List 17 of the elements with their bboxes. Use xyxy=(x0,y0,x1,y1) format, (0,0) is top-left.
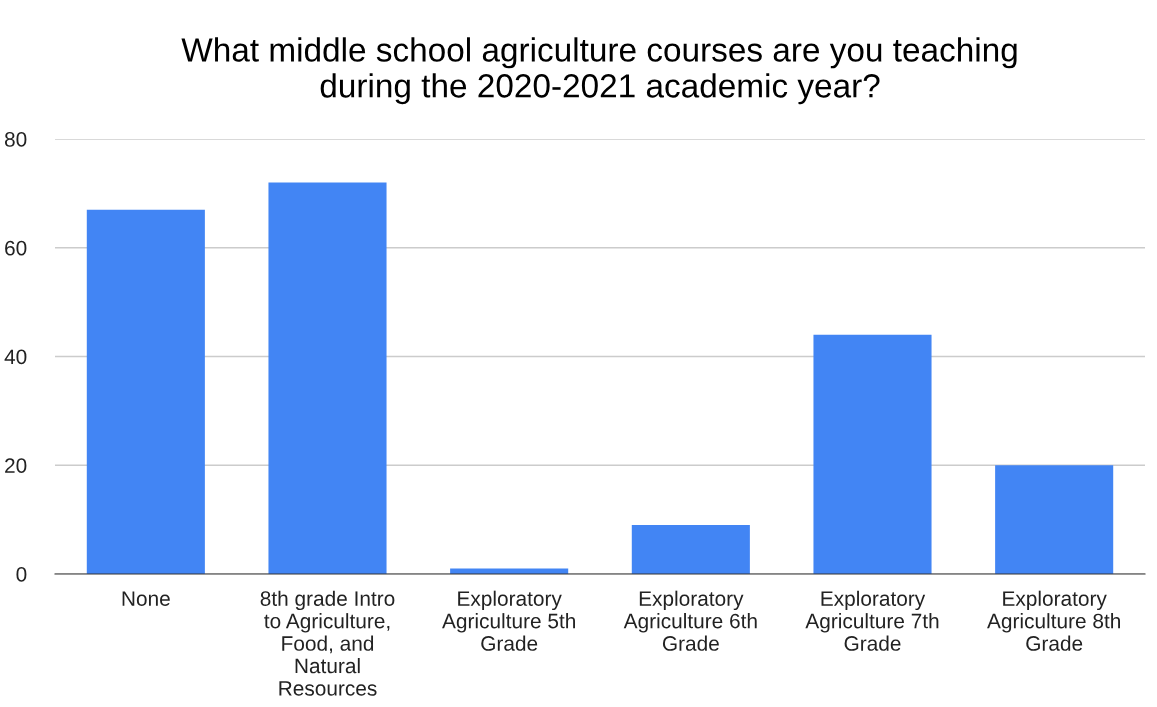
x-tick-label: 8th grade Intro to Agriculture, Food, and Natural Resources xyxy=(260,590,395,696)
x-tick-label: Exploratory Agriculture 8th Grade xyxy=(987,590,1120,651)
y-tick-label: 20 xyxy=(5,458,27,473)
y-tick-label: 0 xyxy=(16,567,27,582)
chart-title: What middle school agriculture courses are you teaching during the 2020-2021 academic year? xyxy=(181,37,1017,105)
bar xyxy=(995,465,1114,574)
y-tick-label: 80 xyxy=(4,132,27,147)
y-tick-label: 40 xyxy=(4,349,27,365)
bar xyxy=(813,334,932,574)
x-tick-label: Exploratory Agriculture 6th Grade xyxy=(623,590,757,651)
x-tick-label: None xyxy=(122,591,170,606)
y-tick-label: 60 xyxy=(5,240,27,256)
x-tick-label: Exploratory Agriculture 7th Grade xyxy=(805,590,939,651)
bar xyxy=(86,209,205,574)
bar xyxy=(631,525,750,574)
x-tick-label: Exploratory Agriculture 5th Grade xyxy=(442,590,575,651)
bar xyxy=(268,182,387,574)
